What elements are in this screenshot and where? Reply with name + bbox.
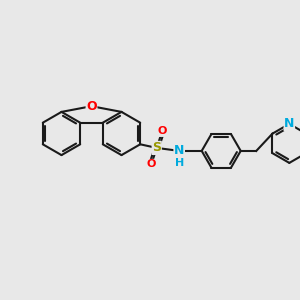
Text: O: O <box>158 126 167 136</box>
Text: N: N <box>284 117 295 130</box>
Text: H: H <box>175 158 184 169</box>
Text: N: N <box>174 144 184 158</box>
Text: S: S <box>152 141 161 154</box>
Text: O: O <box>86 100 97 113</box>
Text: O: O <box>147 159 156 170</box>
